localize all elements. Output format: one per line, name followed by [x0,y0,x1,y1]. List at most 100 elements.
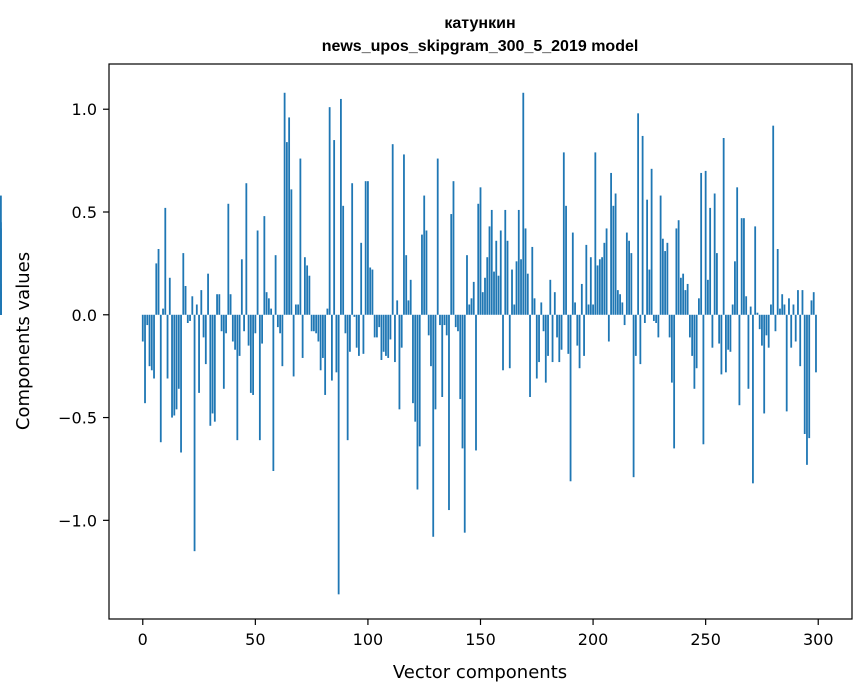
bar [263,216,266,315]
bar [362,314,365,354]
bar [292,314,295,377]
bar [661,238,664,315]
bar [236,314,239,441]
bar [542,314,545,332]
bar [646,199,649,315]
bar [641,135,644,315]
bar [587,304,590,315]
bar [675,228,678,315]
bar [294,304,297,315]
bar [337,314,340,595]
bar [659,195,662,315]
x-tick-label: 100 [353,630,384,649]
bar [740,218,743,315]
bar [571,232,574,315]
bar [806,314,808,465]
bar [254,314,257,334]
bar [513,304,516,315]
bar [349,314,351,352]
bar [285,142,288,315]
bar [312,314,315,332]
bar [331,314,333,381]
bar [193,314,196,552]
bar [355,314,358,348]
y-axis-label: Components values [13,252,34,430]
bar [405,255,408,315]
bar [159,314,162,443]
bar [605,228,608,315]
bar [378,314,381,328]
bar [468,304,471,315]
bar [693,314,696,389]
bar [333,140,336,315]
bar [326,308,329,315]
bar [725,314,727,373]
bar [783,304,786,315]
bar [488,226,491,315]
bar [713,193,716,315]
bar [247,314,250,346]
bar [225,314,227,334]
bar [198,314,200,393]
bar [490,209,493,315]
bar [797,290,799,315]
bar [547,314,549,356]
bar [479,187,482,315]
bar [486,257,489,315]
bar [261,314,263,344]
y-tick-label: −1.0 [58,511,97,530]
bar [186,314,189,323]
bar [340,98,342,315]
bar [387,314,390,358]
bar [574,302,576,315]
bar [400,314,403,348]
bar [677,220,680,315]
bar [752,314,754,484]
bar [700,172,703,315]
x-tick-label: 0 [138,630,148,649]
bar [425,230,428,315]
x-tick-label: 50 [245,630,265,649]
bar [684,290,687,315]
bar [643,314,646,323]
y-tick-label: −0.5 [58,409,97,428]
bar [175,314,178,410]
bar [504,209,507,315]
bar [745,296,748,315]
bar [279,314,282,334]
bar [448,314,450,511]
bar [790,314,793,348]
bar [580,283,583,315]
bar [808,314,811,439]
bar [267,298,270,315]
bar [432,314,435,537]
bar [146,314,149,326]
bar [238,314,241,356]
bar [567,314,570,354]
bar [439,314,441,326]
bar [470,298,473,315]
bar [526,273,529,315]
bar [148,314,151,367]
bar [493,271,495,315]
x-tick-label: 150 [465,630,496,649]
bar [376,314,378,338]
bar [497,275,500,315]
bar [628,240,630,315]
bar [220,314,223,332]
bar [358,314,360,356]
bar [637,113,640,315]
bar [776,249,779,315]
bar [0,292,2,315]
bar [335,314,338,373]
bar [585,244,588,315]
bar [502,314,504,371]
bar [520,259,522,315]
bar [371,269,374,315]
bar [182,253,185,315]
bar [785,314,788,412]
bar [583,314,585,356]
bar [524,228,527,315]
bar [258,314,261,441]
bar [243,314,245,332]
